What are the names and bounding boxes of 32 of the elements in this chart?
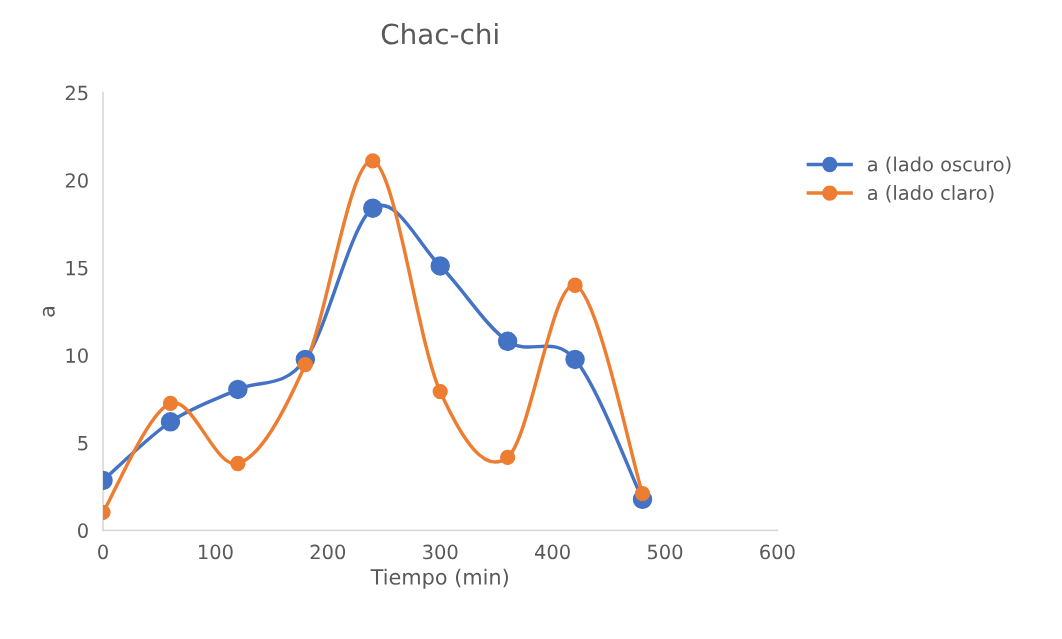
point (497, 331, 518, 352)
y-tick-label: 25 (65, 85, 88, 101)
point (567, 277, 583, 293)
x-axis-title: Tiempo (min) (370, 568, 508, 589)
x-tick-label: 200 (310, 544, 346, 560)
point (160, 412, 181, 432)
point (499, 449, 516, 465)
point (565, 349, 585, 370)
point (430, 256, 450, 276)
point (297, 356, 313, 373)
x-tick-label: 300 (423, 544, 458, 560)
point (230, 455, 246, 472)
point (432, 383, 448, 400)
x-tick-label: 600 (760, 544, 795, 560)
x-tick-label: 400 (534, 544, 570, 560)
y-tick-label: 5 (78, 436, 88, 451)
x-tick-label: 100 (198, 544, 233, 560)
x-tick-label: 500 (647, 544, 683, 560)
legend-label: a (lado claro) (867, 185, 994, 203)
y-tick-label: 0 (78, 523, 88, 539)
y-tick-label: 20 (65, 173, 88, 188)
y-tick-label: 10 (66, 348, 88, 363)
point (363, 198, 383, 218)
point (365, 153, 381, 169)
point (228, 379, 248, 400)
chart-title: Chac-chi (381, 22, 498, 45)
legend-label: a (lado oscuro) (867, 156, 1011, 174)
y-tick-label: 15 (66, 260, 88, 276)
y-axis-title: a (42, 307, 55, 317)
x-tick-label: 0 (98, 544, 108, 560)
point (634, 485, 651, 502)
point (162, 395, 179, 412)
